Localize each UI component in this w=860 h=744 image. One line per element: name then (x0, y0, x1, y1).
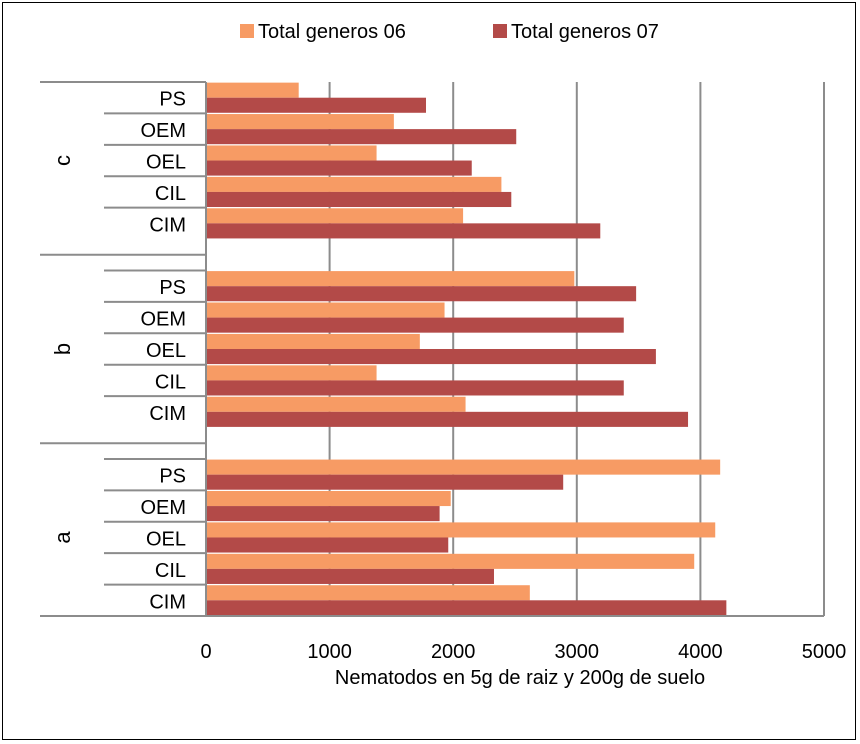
bar-total-generos-07 (206, 223, 601, 239)
bar-total-generos-07 (206, 129, 517, 145)
category-label: CIM (149, 214, 186, 236)
legend: Total generos 06 Total generos 07 (240, 21, 659, 43)
bar-total-generos-07 (206, 380, 624, 396)
category-label: OEM (140, 497, 186, 519)
legend-label-total-generos-06: Total generos 06 (258, 21, 406, 43)
bar-total-generos-06 (206, 396, 466, 412)
bar-total-generos-06 (206, 271, 575, 287)
category-label: OEM (140, 120, 186, 142)
legend-label-total-generos-07: Total generos 07 (511, 21, 659, 43)
bar-total-generos-07 (206, 506, 440, 522)
bar-total-generos-07 (206, 317, 624, 333)
category-label: CIM (149, 403, 186, 425)
category-label: PS (159, 466, 186, 488)
bar-total-generos-07 (206, 474, 564, 490)
group-label: c (50, 155, 75, 166)
category-label: PS (159, 277, 186, 299)
bar-total-generos-06 (206, 114, 394, 130)
x-tick-label: 3000 (555, 641, 600, 663)
bar-total-generos-06 (206, 585, 530, 601)
x-tick-label: 0 (200, 641, 211, 663)
bar-total-generos-07 (206, 286, 637, 302)
x-tick-label: 5000 (802, 641, 847, 663)
bar-total-generos-07 (206, 537, 449, 553)
bar-total-generos-06 (206, 459, 721, 475)
legend-swatch-total-generos-06 (240, 24, 254, 38)
legend-swatch-total-generos-07 (493, 24, 507, 38)
category-label: CIL (155, 560, 186, 582)
bar-total-generos-07 (206, 97, 427, 113)
bar-total-generos-06 (206, 302, 445, 318)
bar-total-generos-07 (206, 411, 689, 427)
bar-total-generos-06 (206, 365, 377, 381)
bar-total-generos-06 (206, 208, 464, 224)
x-axis-title: Nematodos en 5g de raiz y 200g de suelo (335, 667, 705, 689)
group-label: a (50, 531, 75, 544)
x-tick-label: 4000 (678, 641, 723, 663)
bar-total-generos-06 (206, 522, 716, 538)
group-label: b (50, 343, 75, 355)
category-label: OEL (146, 528, 186, 550)
bar-total-generos-06 (206, 145, 377, 161)
bar-total-generos-07 (206, 600, 727, 616)
bars (206, 82, 727, 616)
category-label: CIL (155, 371, 186, 393)
bar-total-generos-06 (206, 490, 451, 507)
category-label: OEM (140, 309, 186, 331)
bar-total-generos-06 (206, 333, 420, 349)
bar-total-generos-07 (206, 160, 472, 176)
category-label: CIL (155, 183, 186, 205)
x-tick-label: 2000 (431, 641, 476, 663)
bar-total-generos-06 (206, 176, 502, 192)
bar-total-generos-07 (206, 349, 656, 365)
category-label: CIM (149, 591, 186, 613)
axes (40, 81, 824, 617)
category-label: PS (159, 89, 186, 111)
axis-labels: 0 1000 2000 3000 4000 5000 CIM CIL OEL OEM PS a CIM C… (50, 89, 846, 663)
bar-total-generos-07 (206, 191, 512, 208)
category-label: OEL (146, 340, 186, 362)
x-tick-label: 1000 (307, 641, 352, 663)
bar-total-generos-06 (206, 82, 299, 98)
bar-total-generos-06 (206, 553, 695, 569)
bar-total-generos-07 (206, 568, 494, 584)
category-label: OEL (146, 152, 186, 174)
